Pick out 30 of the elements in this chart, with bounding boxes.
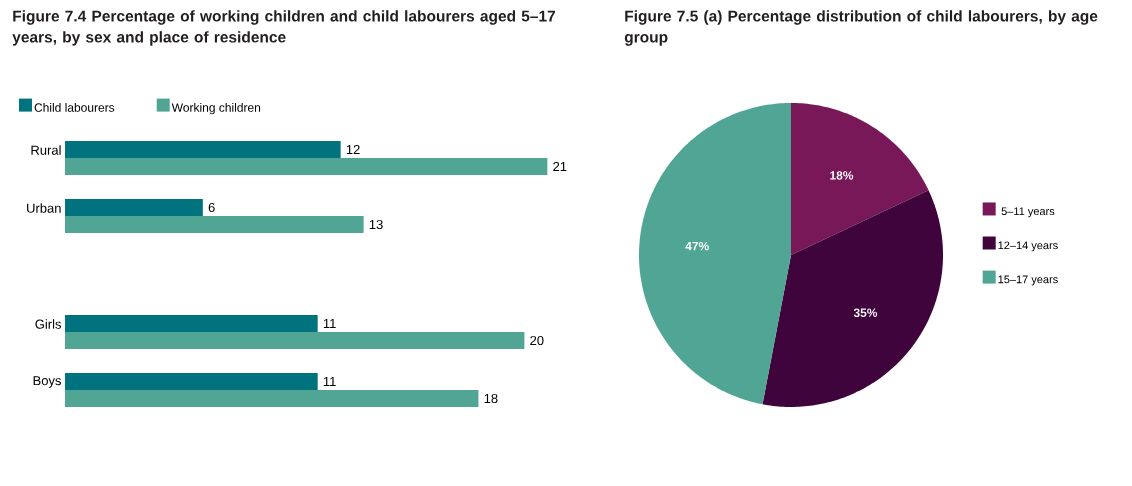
data-label: 12 xyxy=(346,144,360,155)
bar xyxy=(65,331,525,349)
legend-label: Working children xyxy=(171,103,261,115)
data-label: 47% xyxy=(685,241,709,251)
bar xyxy=(65,141,341,158)
data-label: 6 xyxy=(208,202,215,213)
legend-label: 12–14 years xyxy=(998,241,1058,252)
legend-label: Child labourers xyxy=(34,103,115,112)
data-label: 20 xyxy=(530,335,544,346)
bar xyxy=(65,158,548,175)
data-label: 13 xyxy=(369,219,383,230)
legend-label: 5–11 years xyxy=(1001,207,1055,218)
bar xyxy=(65,389,479,407)
bar xyxy=(65,314,318,332)
y-tick-label: Urban xyxy=(27,203,61,213)
bar xyxy=(65,215,364,233)
y-tick-label: Rural xyxy=(31,145,61,155)
legend-label: 15–17 years xyxy=(998,275,1058,286)
chart-title: Figure 7.4 Percentage of working children and child labourers aged 5–17 years, by sex and place of residence xyxy=(12,10,556,46)
data-label: 18 xyxy=(484,393,498,404)
data-label: 35% xyxy=(853,308,878,318)
data-label: 21 xyxy=(553,161,567,172)
data-label: 18% xyxy=(830,171,854,180)
chart-title: Figure 7.5 (a) Percentage distribution of child labourers, by age group xyxy=(624,10,1098,46)
bar xyxy=(65,372,318,390)
y-tick-label: Girls xyxy=(35,319,62,329)
bar xyxy=(65,199,203,216)
y-tick-label: Boys xyxy=(33,376,62,388)
data-label: 11 xyxy=(323,319,336,328)
data-label: 11 xyxy=(323,377,336,386)
